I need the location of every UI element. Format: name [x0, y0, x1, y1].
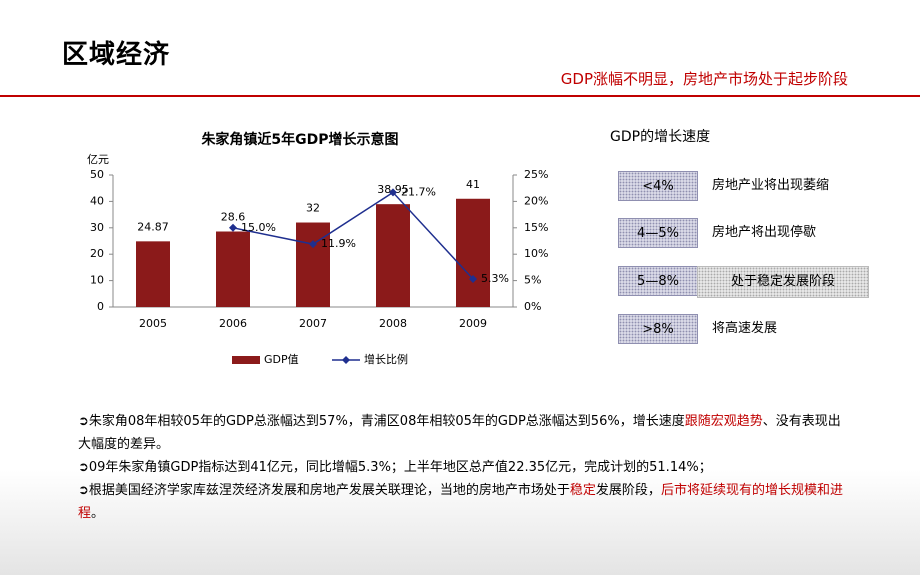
bar: [136, 241, 170, 307]
y-tick-label: 10: [90, 274, 104, 287]
range-desc: 房地产业将出现萎缩: [712, 178, 830, 193]
bar-value-label: 32: [306, 202, 320, 215]
divider: [0, 95, 920, 97]
y-tick-label: 30: [90, 221, 104, 234]
bar: [216, 231, 250, 307]
line-marker: [389, 188, 397, 197]
line-marker: [309, 240, 317, 249]
chart: 朱家角镇近5年GDP增长示意图 亿元 0 10 20 30 40 50 0% 5% 10% 15%…: [87, 131, 548, 366]
range-box: 5—8%: [618, 266, 698, 296]
y2-tick-label: 10%: [524, 247, 548, 260]
legend-swatch: [232, 356, 260, 364]
x-tick-label: 2005: [139, 317, 167, 330]
y2-tick-label: 20%: [524, 194, 548, 207]
legend-label: GDP值: [264, 353, 299, 366]
text-run: ➲朱家角08年相较05年的GDP总涨幅达到57%，青浦区08年相较05年的GDP…: [78, 414, 685, 429]
line: [232, 191, 474, 280]
text-run: ➲09年朱家角镇GDP指标达到41亿元，同比增幅5.3%；上半年地区总产值22.…: [78, 460, 712, 475]
y-tick-label: 0: [97, 300, 104, 313]
x-tick-label: 2008: [379, 317, 407, 330]
bar: [376, 204, 410, 307]
y2-tick-label: 15%: [524, 221, 548, 234]
background-fade: [0, 470, 920, 575]
x-tick-label: 2006: [219, 317, 247, 330]
x-tick-label: 2009: [459, 317, 487, 330]
y-tick-label: 40: [90, 194, 104, 207]
text-run: 跟随宏观趋势: [684, 414, 763, 429]
y2-tick-label: 5%: [524, 274, 541, 287]
bar-value-label: 41: [466, 178, 480, 191]
x-tick-label: 2007: [299, 317, 327, 330]
bar-value-label: 24.87: [137, 220, 169, 233]
text-run: 后市将延续现有的增长规模和进程: [78, 483, 843, 521]
paragraph: ➲09年朱家角镇GDP指标达到41亿元，同比增幅5.3%；上半年地区总产值22.…: [78, 456, 848, 479]
line-marker: [469, 275, 477, 284]
text-run: 、没有表现出大幅度的差异。: [78, 414, 841, 452]
paragraph: ➲根据美国经济学家库兹涅茨经济发展和房地产发展关联理论，当地的房地产市场处于稳定…: [78, 479, 848, 525]
legend-label: 增长比例: [364, 352, 408, 366]
line-value-label: 15.0%: [241, 221, 276, 234]
y2-tick-label: 0%: [524, 300, 541, 313]
range-desc: 处于稳定发展阶段: [697, 266, 869, 298]
line-marker: [229, 223, 237, 232]
y-tick-label: 50: [90, 168, 104, 181]
legend-swatch: [342, 356, 350, 364]
line-value-label: 21.7%: [401, 185, 436, 198]
line-value-label: 11.9%: [321, 237, 356, 250]
range-desc: 将高速发展: [712, 321, 778, 336]
slide-subtitle: GDP涨幅不明显，房地产市场处于起步阶段: [560, 70, 848, 88]
text-run: 稳定: [569, 483, 596, 498]
slide-title: 区域经济: [62, 40, 171, 70]
text-run: ➲根据美国经济学家库兹涅茨经济发展和房地产发展关联理论，当地的房地产市场处于: [78, 483, 570, 498]
bar-value-label: 28.6: [221, 210, 246, 223]
bar: [296, 222, 330, 307]
range-box: 4—5%: [618, 218, 698, 248]
bar: [456, 198, 490, 307]
paragraph: ➲朱家角08年相较05年的GDP总涨幅达到57%，青浦区08年相较05年的GDP…: [78, 410, 848, 456]
y2-tick-label: 25%: [524, 168, 548, 181]
text-run: 发展阶段，: [595, 483, 661, 498]
y-tick-label: 20: [90, 247, 104, 260]
chart-title: 朱家角镇近5年GDP增长示意图: [201, 131, 398, 148]
range-box: >8%: [618, 314, 698, 344]
text-run: 。: [91, 506, 105, 521]
y-axis-label: 亿元: [87, 153, 109, 166]
speed-title: GDP的增长速度: [610, 129, 711, 145]
range-desc: 房地产将出现停歇: [712, 225, 817, 240]
paragraphs: ➲朱家角08年相较05年的GDP总涨幅达到57%，青浦区08年相较05年的GDP…: [78, 410, 848, 525]
range-box: <4%: [618, 171, 698, 201]
line-value-label: 5.3%: [481, 272, 509, 285]
